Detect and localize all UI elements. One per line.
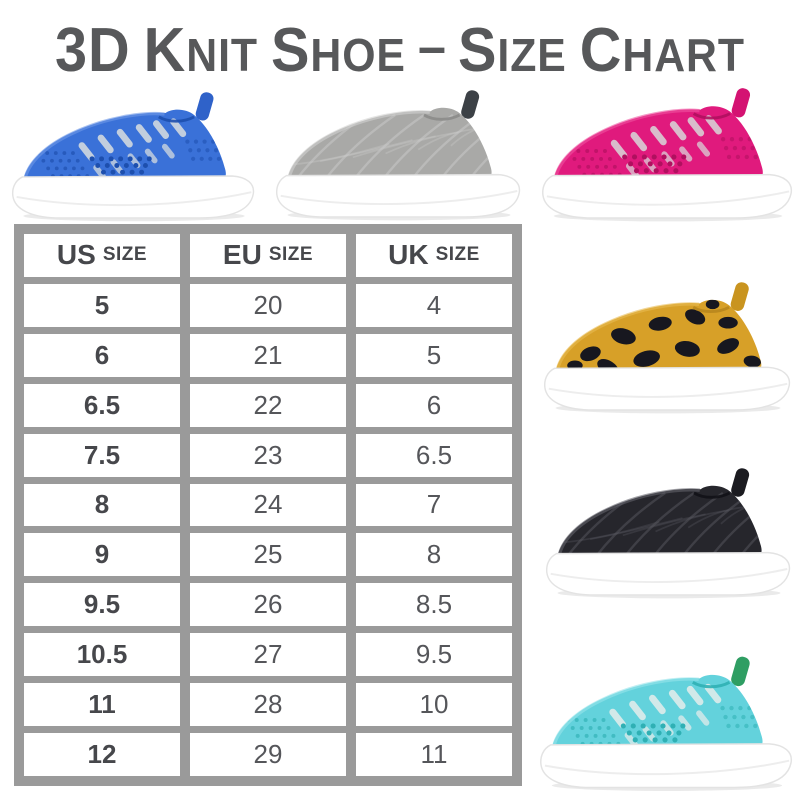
table-cell-us-12: 12 [24, 733, 180, 776]
table-cell-uk-10: 10 [356, 683, 512, 727]
table-cell-uk-6.5: 6.5 [356, 433, 512, 477]
blue-knit-shoe-image [10, 88, 258, 222]
table-cell-eu-20: 20 [190, 283, 346, 327]
table-cell-uk-4: 4 [356, 283, 512, 327]
table-cell-us-5: 5 [24, 283, 180, 327]
table-cell-uk-7: 7 [356, 483, 512, 527]
size-table: US SIZE EU SIZE UK SIZE 5 20 4 6 21 5 6.5 22 6 7.5 23 6.5… [14, 224, 522, 786]
title-word: KNIT [143, 16, 258, 85]
table-cell-eu-21: 21 [190, 333, 346, 377]
table-cell-us-8: 8 [24, 483, 180, 527]
table-cell-eu-25: 25 [190, 533, 346, 577]
header-uk-size: UK SIZE [356, 234, 512, 277]
header-us-size: US SIZE [24, 234, 180, 277]
table-cell-uk-8: 8 [356, 533, 512, 577]
table-cell-eu-24: 24 [190, 483, 346, 527]
table-cell-us-10.5: 10.5 [24, 633, 180, 677]
title-word: 3D [55, 16, 131, 85]
table-cell-uk-5: 5 [356, 333, 512, 377]
gray-knit-shoe-image [274, 86, 524, 221]
table-cell-uk-6: 6 [356, 383, 512, 427]
table-cell-us-11: 11 [24, 683, 180, 727]
table-cell-eu-27: 27 [190, 633, 346, 677]
table-cell-us-6.5: 6.5 [24, 383, 180, 427]
table-cell-us-7.5: 7.5 [24, 433, 180, 477]
page-title: 3D KNIT SHOE – SIZE CHART [28, 12, 772, 106]
table-cell-us-9: 9 [24, 533, 180, 577]
header-eu-size: EU SIZE [190, 234, 346, 277]
table-cell-us-6: 6 [24, 333, 180, 377]
table-cell-eu-22: 22 [190, 383, 346, 427]
table-cell-uk-9.5: 9.5 [356, 633, 512, 677]
aqua-knit-shoe-image [538, 648, 796, 796]
table-cell-eu-28: 28 [190, 683, 346, 727]
table-cell-eu-26: 26 [190, 583, 346, 627]
pink-knit-shoe-image [540, 84, 796, 222]
table-cell-eu-29: 29 [190, 733, 346, 776]
leopard-knit-shoe-image [542, 278, 794, 414]
table-cell-us-9.5: 9.5 [24, 583, 180, 627]
title-word: CHART [579, 16, 745, 85]
title-word: SHOE [270, 16, 406, 85]
table-cell-eu-23: 23 [190, 433, 346, 477]
table-cell-uk-8.5: 8.5 [356, 583, 512, 627]
black-knit-shoe-image [544, 464, 794, 599]
title-dash: – [417, 17, 446, 77]
table-cell-uk-11: 11 [356, 733, 512, 776]
title-word: SIZE [458, 16, 567, 85]
